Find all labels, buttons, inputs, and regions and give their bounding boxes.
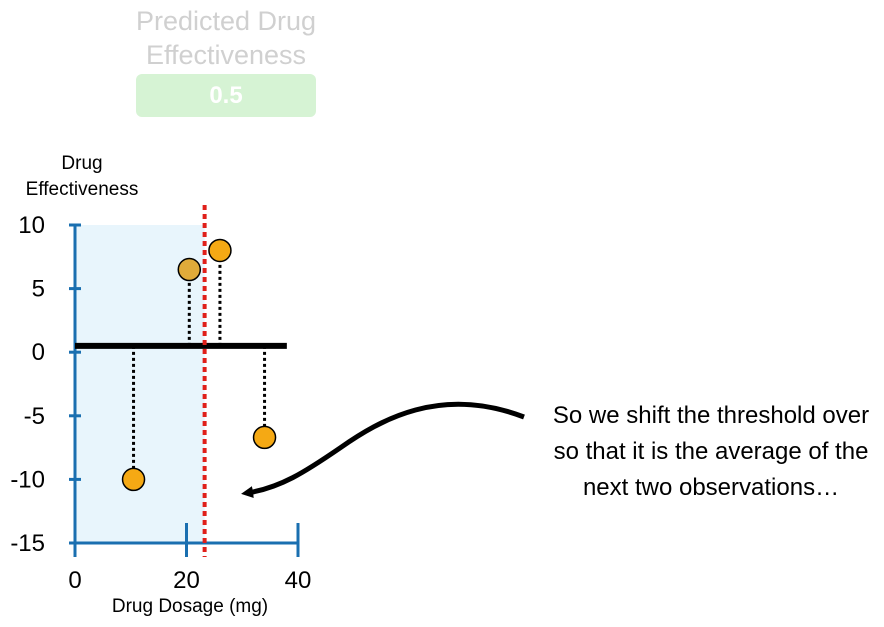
data-point	[177, 257, 202, 282]
y-tick-label: 0	[32, 339, 45, 366]
y-tick-label: -10	[10, 466, 45, 493]
annotation-text: So we shift the threshold over so that i…	[552, 402, 870, 501]
x-axis-title: Drug Dosage (mg)	[111, 596, 269, 617]
y-tick-label: 10	[18, 212, 45, 239]
data-point	[121, 467, 146, 492]
annotation-arrow	[241, 401, 525, 499]
predicted-effectiveness-title: Predicted Drug Effectiveness	[135, 6, 317, 70]
data-point	[252, 425, 277, 450]
x-tick-label: 20	[173, 567, 200, 594]
data-point	[208, 238, 232, 263]
y-tick-label: -5	[24, 403, 45, 430]
y-axis-title: Drug Effectiveness	[25, 153, 139, 200]
predicted-effectiveness-value: 0.5	[209, 81, 243, 109]
x-tick-label: 40	[285, 567, 312, 594]
y-tick-label: -15	[10, 530, 45, 557]
y-tick-label: 5	[32, 276, 45, 303]
predicted-effectiveness-box: 0.5	[136, 74, 316, 117]
x-tick-label: 0	[68, 567, 81, 594]
